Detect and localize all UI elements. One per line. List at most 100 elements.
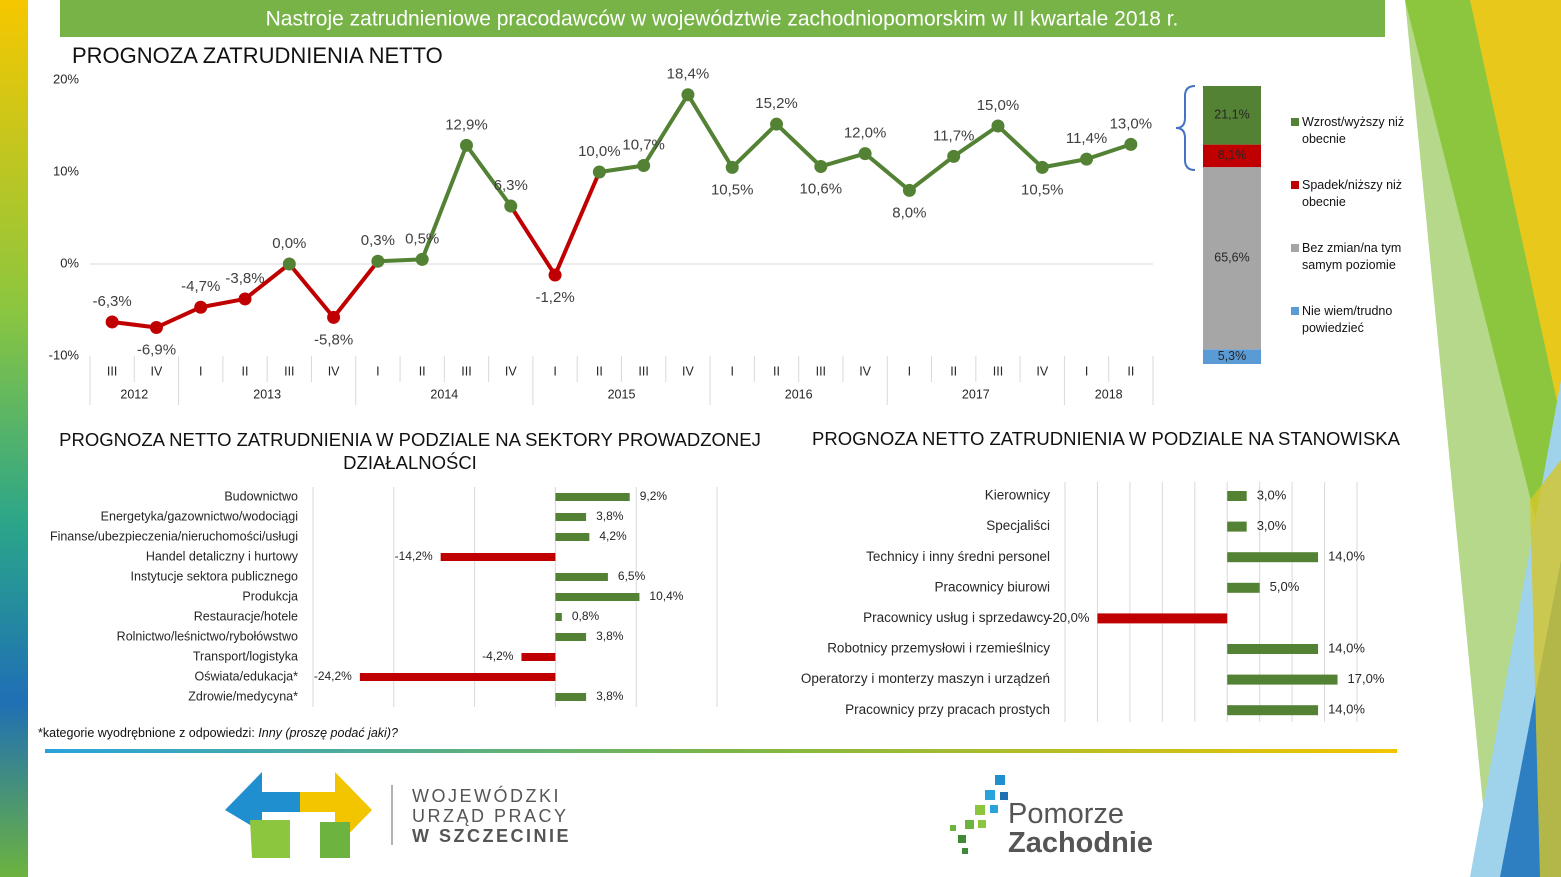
value-label: 11,7% xyxy=(933,127,974,144)
point xyxy=(991,119,1005,133)
value-label: 21,1% xyxy=(1214,108,1249,122)
x-group-label: 2016 xyxy=(785,387,813,401)
bar xyxy=(555,573,608,581)
y-tick-label: 0% xyxy=(60,255,79,270)
header-bar xyxy=(60,0,1385,37)
pomorze-logo-mark xyxy=(950,775,1008,854)
line-segment xyxy=(287,262,336,320)
x-tick-label: III xyxy=(107,364,117,378)
value-label: 12,0% xyxy=(844,125,887,142)
legend-label: Bez zmian/na tym samym poziomie xyxy=(1302,241,1402,272)
point xyxy=(504,199,518,213)
value-label: -4,7% xyxy=(181,278,220,295)
x-tick-label: I xyxy=(1085,364,1088,378)
bar xyxy=(1227,491,1247,501)
point xyxy=(459,138,473,152)
value-label: -5,8% xyxy=(314,331,353,348)
line-segment xyxy=(331,259,380,320)
point xyxy=(194,300,208,314)
line-segment xyxy=(110,319,159,330)
line-segment xyxy=(375,257,425,264)
value-label: 8,1% xyxy=(1218,148,1247,162)
value-label: 0,5% xyxy=(405,230,439,247)
value-label: 3,8% xyxy=(596,629,624,643)
line-segment xyxy=(730,122,779,170)
value-label: 0,8% xyxy=(572,609,600,623)
value-label: 10,0% xyxy=(578,143,621,160)
x-tick-label: IV xyxy=(151,364,163,378)
point xyxy=(637,159,651,173)
line-segment xyxy=(508,204,558,278)
value-label: 6,5% xyxy=(618,569,646,583)
value-label: -24,2% xyxy=(314,669,352,683)
value-label: 10,5% xyxy=(711,181,754,198)
category-label: Specjaliści xyxy=(986,518,1050,533)
line-segment xyxy=(641,92,690,168)
value-label: 13,0% xyxy=(1110,115,1153,132)
category-label: Transport/logistyka xyxy=(193,649,298,663)
point xyxy=(327,310,341,324)
line-segment xyxy=(597,163,646,174)
category-label: Handel detaliczny i hurtowy xyxy=(146,549,299,563)
sector-chart-title: PROGNOZA NETTO ZATRUDNIENIA W PODZIALE N… xyxy=(59,429,761,473)
category-label: Pracownicy biurowi xyxy=(934,579,1050,594)
bar xyxy=(555,633,587,641)
x-tick-label: IV xyxy=(859,364,871,378)
x-tick-label: II xyxy=(242,364,249,378)
category-label: Kierownicy xyxy=(985,488,1051,503)
position-chart-title: PROGNOZA NETTO ZATRUDNIENIA W PODZIALE N… xyxy=(812,428,1400,449)
left-stripe xyxy=(0,0,28,877)
x-tick-label: III xyxy=(638,364,648,378)
y-tick-label: -10% xyxy=(49,347,80,362)
x-tick-label: II xyxy=(773,364,780,378)
pomorze-logo-text: Pomorze Zachodnie xyxy=(1008,800,1153,858)
wup-logo-text: WOJEWÓDZKI URZĄD PRACY W SZCZECINIE xyxy=(412,786,571,846)
right-decoration xyxy=(1405,0,1561,877)
line-segment xyxy=(863,151,912,193)
category-label: Zdrowie/medycyna* xyxy=(188,689,298,703)
value-label: 14,0% xyxy=(1328,549,1365,564)
x-tick-label: III xyxy=(993,364,1003,378)
value-label: 3,0% xyxy=(1257,518,1287,533)
value-label: 10,6% xyxy=(800,180,843,197)
x-tick-label: I xyxy=(730,364,733,378)
brace xyxy=(1175,85,1196,171)
bar xyxy=(555,533,590,541)
point xyxy=(592,165,606,179)
x-tick-label: I xyxy=(376,364,379,378)
line-chart-title: PROGNOZA ZATRUDNIENIA NETTO xyxy=(72,43,443,68)
line-segment xyxy=(154,305,203,330)
stack-segment xyxy=(1203,86,1261,145)
bar xyxy=(1227,552,1319,563)
x-group-label: 2018 xyxy=(1095,387,1123,401)
stack-segment xyxy=(1203,167,1261,350)
value-label: 3,8% xyxy=(596,509,624,523)
category-label: Produkcja xyxy=(242,589,298,603)
wup-logo-mark xyxy=(225,772,393,858)
point xyxy=(725,160,739,174)
bar xyxy=(521,653,556,661)
line-segment xyxy=(907,154,956,193)
value-label: 3,0% xyxy=(1257,487,1287,502)
point xyxy=(681,88,695,102)
header-title: Nastroje zatrudnieniowe pracodawców w wo… xyxy=(266,8,1179,31)
x-tick-label: II xyxy=(1127,364,1134,378)
x-tick-label: IV xyxy=(505,364,517,378)
category-label: Budownictwo xyxy=(224,489,298,503)
footnote-emphasis: Inny (proszę podać jaki)? xyxy=(258,726,398,740)
category-label: Robotnicy przemysłowi i rzemieślnicy xyxy=(827,641,1050,656)
value-label: -14,2% xyxy=(395,549,433,563)
value-label: 8,0% xyxy=(892,204,926,221)
category-label: Restauracje/hotele xyxy=(194,609,298,623)
point xyxy=(902,183,916,197)
legend-label: Spadek/niższy niż obecnie xyxy=(1302,178,1403,209)
wup-line: WOJEWÓDZKI xyxy=(412,786,561,806)
stack-segment xyxy=(1203,349,1261,364)
category-label: Pracownicy usług i sprzedawcy xyxy=(863,610,1050,625)
wup-line: W SZCZECINIE xyxy=(412,826,571,846)
value-label: -6,9% xyxy=(137,341,176,358)
x-tick-label: II xyxy=(950,364,957,378)
bar xyxy=(555,493,630,501)
